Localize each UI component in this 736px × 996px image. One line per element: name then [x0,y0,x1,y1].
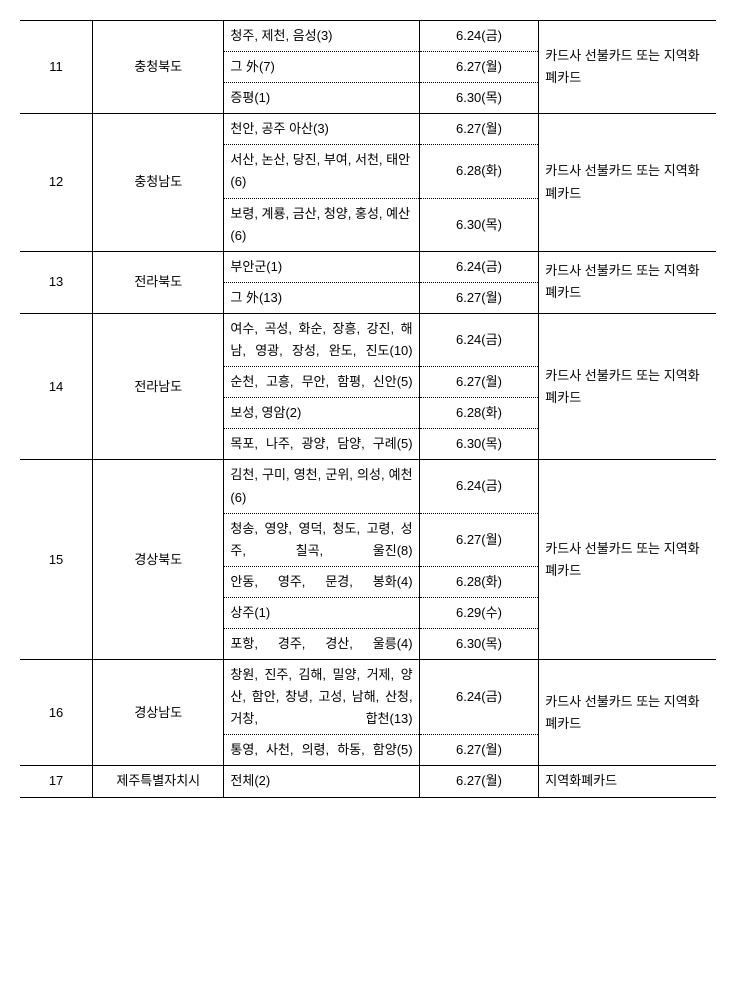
province: 충청북도 [93,21,224,114]
date-cell: 6.24(금) [419,660,539,735]
province: 전라북도 [93,251,224,313]
date-cell: 6.24(금) [419,460,539,513]
row-number: 14 [20,313,93,459]
area-cell: 김천, 구미, 영천, 군위, 의성, 예천(6) [224,460,419,513]
date-cell: 6.28(화) [419,145,539,198]
area-cell: 보성, 영암(2) [224,398,419,429]
note-cell: 카드사 선불카드 또는 지역화폐카드 [539,114,716,251]
region-table: 11충청북도청주, 제천, 음성(3)6.24(금)카드사 선불카드 또는 지역… [20,20,716,798]
area-cell: 상주(1) [224,597,419,628]
area-cell: 서산, 논산, 당진, 부여, 서천, 태안(6) [224,145,419,198]
area-cell: 그 外(13) [224,282,419,313]
date-cell: 6.27(월) [419,114,539,145]
date-cell: 6.27(월) [419,367,539,398]
date-cell: 6.27(월) [419,735,539,766]
date-cell: 6.28(화) [419,566,539,597]
area-cell: 창원, 진주, 김해, 밀양, 거제, 양산, 함안, 창녕, 고성, 남해, … [224,660,419,735]
province: 전라남도 [93,313,224,459]
note-cell: 카드사 선불카드 또는 지역화폐카드 [539,251,716,313]
date-cell: 6.27(월) [419,52,539,83]
area-cell: 천안, 공주 아산(3) [224,114,419,145]
row-number: 16 [20,660,93,766]
date-cell: 6.27(월) [419,513,539,566]
area-cell: 부안군(1) [224,251,419,282]
area-cell: 목포, 나주, 광양, 담양, 구례(5) [224,429,419,460]
area-cell: 안동, 영주, 문경, 봉화(4) [224,566,419,597]
date-cell: 6.24(금) [419,251,539,282]
date-cell: 6.27(월) [419,766,539,797]
province: 충청남도 [93,114,224,251]
date-cell: 6.30(목) [419,83,539,114]
area-cell: 포항, 경주, 경산, 울릉(4) [224,628,419,659]
row-number: 15 [20,460,93,660]
date-cell: 6.29(수) [419,597,539,628]
area-cell: 청송, 영양, 영덕, 청도, 고령, 성주, 칠곡, 울진(8) [224,513,419,566]
note-cell: 카드사 선불카드 또는 지역화폐카드 [539,313,716,459]
area-cell: 전체(2) [224,766,419,797]
date-cell: 6.30(목) [419,198,539,251]
area-cell: 보령, 계룡, 금산, 청양, 홍성, 예산(6) [224,198,419,251]
date-cell: 6.30(목) [419,628,539,659]
date-cell: 6.30(목) [419,429,539,460]
row-number: 11 [20,21,93,114]
area-cell: 증평(1) [224,83,419,114]
area-cell: 여수, 곡성, 화순, 장흥, 강진, 해남, 영광, 장성, 완도, 진도(1… [224,313,419,366]
note-cell: 카드사 선불카드 또는 지역화폐카드 [539,460,716,660]
province: 경상남도 [93,660,224,766]
date-cell: 6.24(금) [419,313,539,366]
date-cell: 6.27(월) [419,282,539,313]
area-cell: 그 外(7) [224,52,419,83]
area-cell: 청주, 제천, 음성(3) [224,21,419,52]
province: 경상북도 [93,460,224,660]
province: 제주특별자치시 [93,766,224,797]
area-cell: 통영, 사천, 의령, 하동, 함양(5) [224,735,419,766]
row-number: 17 [20,766,93,797]
note-cell: 카드사 선불카드 또는 지역화폐카드 [539,21,716,114]
area-cell: 순천, 고흥, 무안, 함평, 신안(5) [224,367,419,398]
row-number: 13 [20,251,93,313]
date-cell: 6.28(화) [419,398,539,429]
row-number: 12 [20,114,93,251]
note-cell: 카드사 선불카드 또는 지역화폐카드 [539,660,716,766]
date-cell: 6.24(금) [419,21,539,52]
note-cell: 지역화폐카드 [539,766,716,797]
